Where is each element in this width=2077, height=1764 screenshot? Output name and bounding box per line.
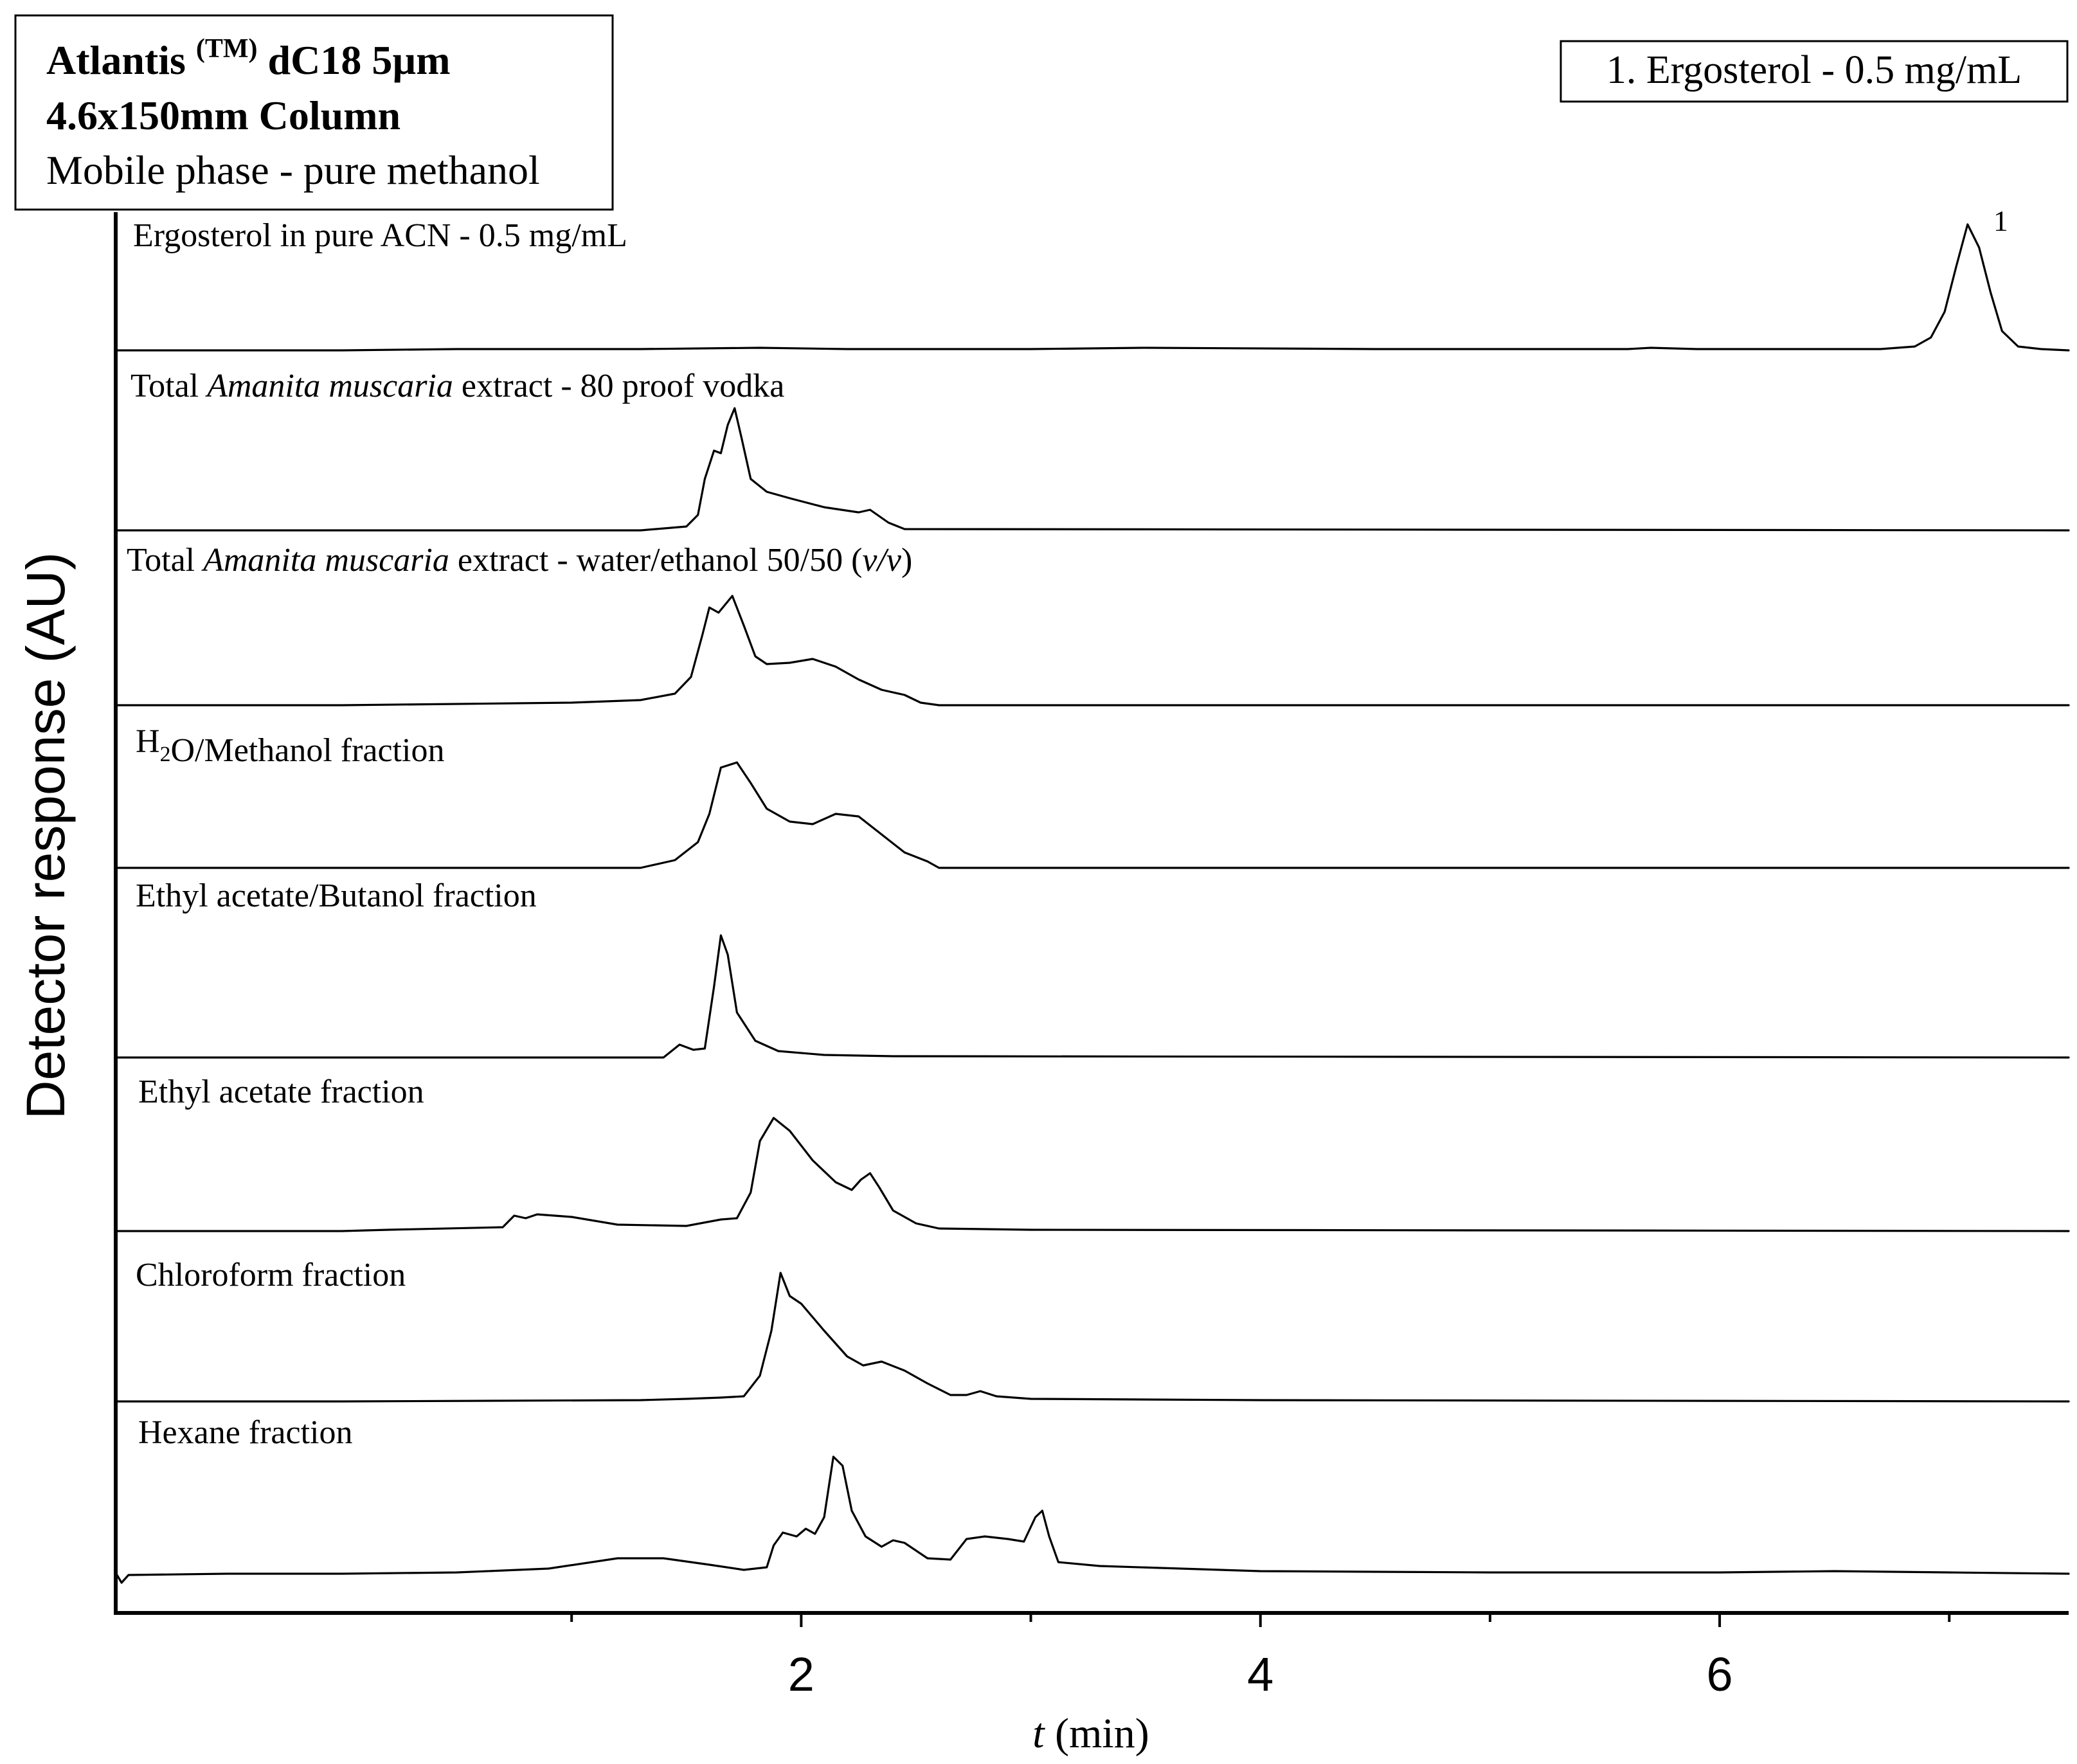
trace-7	[116, 1272, 2070, 1403]
trace-label-1: Ergosterol in pure ACN - 0.5 mg/mL	[133, 217, 627, 254]
trace-label-8: Hexane fraction	[138, 1414, 352, 1451]
legend-entry: 1. Ergosterol - 0.5 mg/mL	[1606, 48, 2022, 92]
x-ticks: 2 4 6	[570, 1613, 1951, 1701]
x-tick-label-6: 6	[1707, 1648, 1733, 1701]
trace-1	[116, 223, 2070, 352]
column-info-line3: Mobile phase - pure methanol	[46, 147, 540, 193]
x-tick-label-4: 4	[1247, 1648, 1273, 1701]
legend-frame	[1560, 40, 2069, 103]
column-info-line1: Atlantis (TM) dC18 5µm	[46, 34, 451, 83]
legend: 1. Ergosterol - 0.5 mg/mL	[1560, 40, 2069, 103]
x-axis-variable: t	[1032, 1710, 1045, 1757]
traces-layer	[116, 223, 2070, 1584]
column-info-line2: 4.6x150mm Column	[46, 93, 400, 138]
x-axis-unit: (min)	[1045, 1710, 1149, 1757]
column-info-box: Atlantis (TM) dC18 5µm 4.6x150mm Column …	[14, 14, 614, 211]
trace-2	[116, 407, 2070, 532]
trace-6	[116, 1117, 2070, 1232]
trace-8	[116, 1455, 2070, 1584]
trace-label-4: H2O/Methanol fraction	[136, 723, 444, 769]
peak-label-1: 1	[1993, 204, 2008, 237]
trace-5	[116, 934, 2070, 1059]
x-tick-label-2: 2	[788, 1648, 814, 1701]
trace-label-7: Chloroform fraction	[136, 1257, 406, 1293]
trace-label-3: Total Amanita muscaria extract - water/e…	[127, 542, 912, 579]
trace-label-6: Ethyl acetate fraction	[138, 1074, 424, 1110]
trace-labels-layer: Ergosterol in pure ACN - 0.5 mg/mL 1 Total…	[127, 204, 2008, 1451]
trace-4	[116, 761, 2070, 869]
trace-label-2: Total Amanita muscaria extract - 80 proo…	[130, 368, 784, 404]
trace-3	[116, 595, 2070, 706]
column-info-frame	[14, 14, 614, 211]
trace-label-5: Ethyl acetate/Butanol fraction	[136, 878, 537, 914]
x-axis-label: t (min)	[1032, 1710, 1149, 1757]
y-axis-label: Detector response (AU)	[15, 552, 76, 1119]
